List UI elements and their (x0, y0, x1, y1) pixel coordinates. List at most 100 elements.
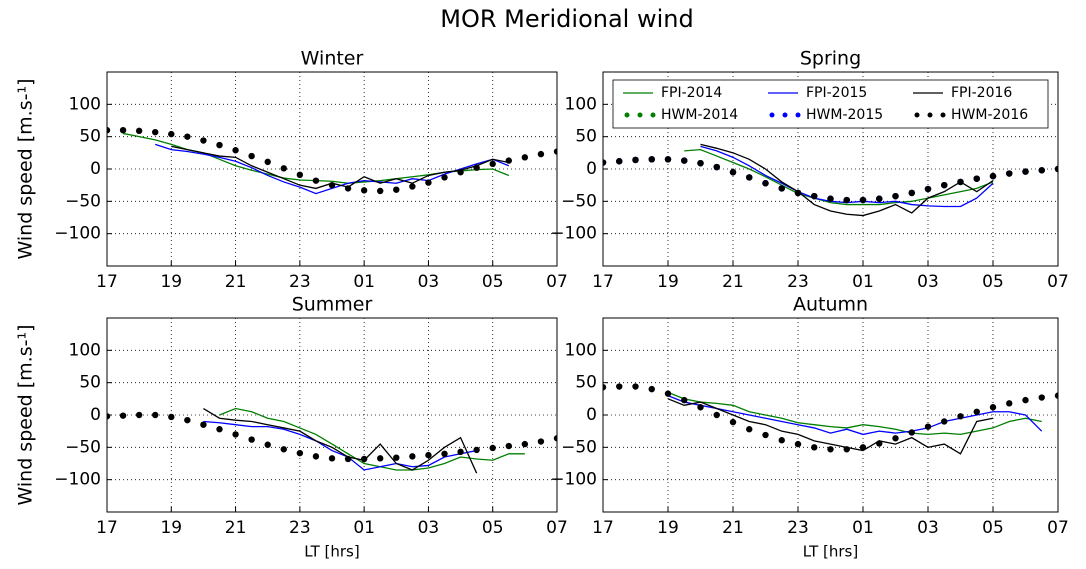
hwm-dot (908, 429, 915, 436)
hwm-dot (681, 396, 688, 404)
hwm-dot (505, 157, 512, 164)
panel-title: Summer (292, 294, 373, 316)
hwm-dot (135, 411, 143, 419)
legend-label: HWM-2015 (806, 107, 883, 123)
hwm-dot (200, 421, 207, 428)
hwm-dot (989, 172, 997, 180)
hwm-dot (941, 418, 948, 425)
legend-marker (624, 112, 630, 118)
hwm-dot (216, 426, 223, 433)
hwm-dot (328, 455, 336, 462)
hwm-dot (457, 169, 464, 176)
x-tick-label: 01 (353, 518, 375, 538)
legend-marker (782, 112, 788, 118)
y-tick-label: 0 (586, 405, 597, 425)
legend-marker (914, 112, 920, 118)
hwm-dot (409, 183, 416, 190)
hwm-dot (553, 435, 557, 442)
hwm-dot (377, 455, 384, 462)
y-axis-label: Wind speed [m.s-¹] (15, 79, 37, 260)
hwm-dot (648, 156, 655, 163)
x-tick-label: 17 (592, 518, 614, 538)
hwm-dot (876, 195, 883, 202)
fpi-line (155, 143, 510, 195)
hwm-dot (762, 431, 769, 439)
y-tick-label: 50 (575, 373, 597, 393)
hwm-dot (521, 154, 529, 161)
panel-title: Winter (301, 48, 364, 70)
hwm-dot (264, 158, 271, 166)
figure-title: MOR Meridional wind (440, 5, 693, 33)
x-tick-label: 05 (982, 518, 1004, 538)
hwm-dot (107, 413, 111, 420)
hwm-dot (1054, 392, 1058, 399)
hwm-dot (489, 444, 496, 452)
hwm-dot (892, 435, 899, 442)
hwm-dot (232, 431, 239, 438)
hwm-dot (473, 446, 480, 454)
hwm-dot (537, 150, 545, 158)
hwm-dot (859, 196, 867, 204)
hwm-dot (778, 185, 785, 192)
x-tick-label: 07 (1047, 518, 1069, 538)
hwm-dot (794, 440, 802, 448)
hwm-dot (393, 454, 400, 461)
hwm-dot (441, 174, 448, 181)
axes-frame (602, 71, 1059, 267)
axes-frame (602, 317, 1059, 513)
hwm-dot (924, 423, 932, 430)
hwm-dot (1022, 168, 1029, 175)
hwm-dot (1022, 396, 1029, 404)
legend-label: FPI-2016 (951, 85, 1012, 101)
plot-area (603, 143, 1058, 217)
fpi-line (684, 148, 994, 206)
hwm-dot (746, 426, 753, 433)
hwm-dot (119, 127, 127, 134)
y-tick-label: 100 (69, 340, 101, 360)
hwm-dot (811, 444, 818, 451)
x-axis-label: LT [hrs] (304, 543, 359, 561)
hwm-dot (344, 185, 352, 192)
y-tick-label: −50 (561, 437, 597, 457)
y-tick-label: 100 (69, 94, 101, 114)
x-tick-label: 17 (96, 272, 118, 292)
legend-label: HWM-2016 (951, 107, 1028, 123)
axes-frame (106, 317, 558, 513)
hwm-dot (264, 441, 271, 448)
x-tick-label: 07 (546, 272, 568, 292)
hwm-dot (377, 187, 384, 195)
hwm-dot (681, 157, 688, 164)
hwm-dot (973, 408, 980, 415)
hwm-dot (425, 179, 432, 186)
hwm-dot (521, 440, 529, 448)
legend-label: HWM-2014 (661, 107, 738, 123)
x-tick-label: 03 (917, 518, 939, 538)
y-tick-label: −50 (65, 191, 101, 211)
x-tick-label: 21 (225, 272, 247, 292)
x-tick-label: 05 (482, 272, 504, 292)
x-axis-label: LT [hrs] (803, 543, 858, 561)
y-axis-label: Wind speed [m.s-¹] (15, 325, 37, 506)
legend-box (612, 79, 1049, 129)
hwm-dot (344, 455, 352, 463)
hwm-dot (312, 453, 320, 460)
hwm-dot (827, 446, 834, 453)
hwm-dot (729, 169, 737, 176)
hwm-dot (924, 185, 932, 193)
hwm-dot (200, 137, 207, 144)
plot-area (107, 407, 557, 474)
x-tick-label: 19 (160, 518, 182, 538)
hwm-dot (1006, 400, 1013, 407)
hwm-dot (248, 152, 255, 160)
fpi-line (700, 143, 994, 217)
y-tick-label: 0 (90, 159, 101, 179)
hwm-dot (168, 130, 175, 138)
x-tick-label: 23 (289, 518, 311, 538)
hwm-dot (794, 189, 802, 197)
hwm-dot (1006, 170, 1013, 177)
y-tick-label: 50 (79, 127, 101, 147)
hwm-dot (603, 383, 607, 391)
hwm-dot (616, 383, 623, 390)
hwm-dot (632, 383, 639, 390)
y-tick-label: 100 (565, 94, 597, 114)
